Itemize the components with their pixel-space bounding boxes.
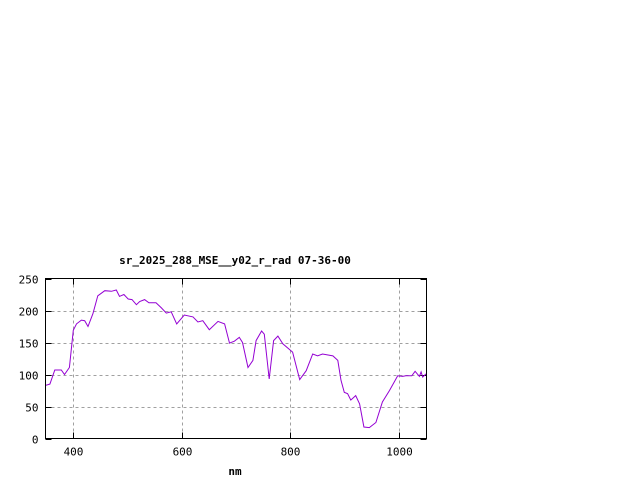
series-line <box>45 289 427 429</box>
y-tick-label: 200 <box>19 306 39 319</box>
y-tick-label: 0 <box>32 434 39 447</box>
y-tick-label: 150 <box>19 338 39 351</box>
y-tick-label: 50 <box>25 402 38 415</box>
grid <box>45 278 427 439</box>
x-axis-label: nm <box>228 465 242 478</box>
x-tick-label: 600 <box>173 446 193 459</box>
y-tick-label: 100 <box>19 370 39 383</box>
x-tick-label: 1000 <box>386 446 413 459</box>
ticks: 400 600 800 1000 0 50 100 150 200 250 <box>19 274 427 459</box>
chart-title: sr_2025_288_MSE__y02_r_rad 07-36-00 <box>119 254 351 267</box>
x-tick-label: 400 <box>64 446 84 459</box>
plot-border <box>45 278 427 439</box>
x-tick-label: 800 <box>281 446 301 459</box>
y-tick-label: 250 <box>19 274 39 287</box>
